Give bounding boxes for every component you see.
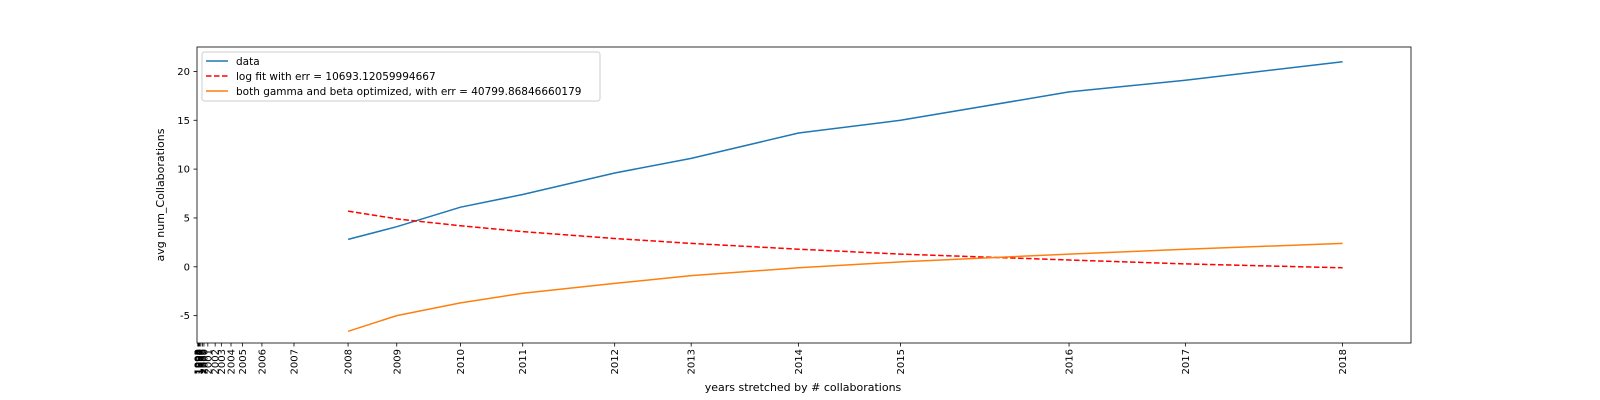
x-tick-label: 1997 [195, 349, 206, 374]
x-tick-label: 2015 [896, 349, 907, 374]
x-tick-label: 2011 [518, 349, 529, 374]
series-line-2 [347, 210, 1343, 269]
x-tick-label: 2013 [687, 349, 698, 374]
x-tick-label: 2004 [227, 349, 238, 374]
y-axis-label: avg num_Collaborations [154, 128, 167, 261]
x-tick-label: 1998 [196, 349, 207, 374]
x-tick-label: 2001 [203, 349, 214, 374]
x-tick-label: 1991 [193, 349, 204, 374]
x-tick-label: 2010 [456, 349, 467, 374]
y-tick-label: -5 [180, 311, 190, 322]
x-tick-label: 2018 [1338, 349, 1349, 374]
x-tick-label: 1993 [194, 349, 205, 374]
series-line-1 [347, 60, 1343, 241]
x-tick-label: 2006 [257, 349, 268, 374]
x-tick-label: 2008 [344, 349, 355, 374]
legend: data log fit with err = 10693.12059994667… [201, 51, 601, 102]
x-tick-label: 2000 [200, 349, 211, 374]
x-tick-label: 2016 [1065, 349, 1076, 374]
y-tick-label: 20 [177, 67, 190, 78]
x-tick-label: 1994 [194, 349, 205, 374]
legend-label-2: log fit with err = 10693.12059994667 [236, 71, 436, 83]
y-tick-label: 0 [184, 262, 190, 273]
x-tick-label: 1992 [194, 349, 205, 374]
x-tick-label: 1990 [193, 349, 204, 374]
axes-frame [196, 46, 1412, 344]
legend-label-1: data [236, 56, 260, 68]
x-tick-label: 2014 [794, 349, 805, 374]
x-axis-label: years stretched by # collaborations [705, 381, 902, 394]
legend-box [201, 51, 601, 102]
x-tick-label: 2007 [290, 349, 301, 374]
x-tick-label: 1995 [194, 349, 205, 374]
x-tick-label: 1996 [194, 349, 205, 374]
y-tick-label: 5 [184, 214, 190, 225]
x-tick-label: 2017 [1181, 349, 1192, 374]
x-tick-label: 1999 [198, 349, 209, 374]
axes: -5 0 5 10 15 20 199019911992199319941995199619… [177, 46, 1412, 374]
series-line-3 [347, 242, 1343, 333]
y-tick-label: 10 [177, 165, 190, 176]
y-tick-label: 15 [177, 116, 190, 127]
plot-area [347, 60, 1343, 333]
x-tick-label: 2009 [392, 349, 403, 374]
legend-label-3: both gamma and beta optimized, with err … [236, 86, 581, 98]
x-tick-label: 2002 [211, 349, 222, 374]
x-tick-label: 2005 [238, 349, 249, 374]
x-tick-label: 2003 [217, 349, 228, 374]
x-tick-label: 2012 [610, 349, 621, 374]
